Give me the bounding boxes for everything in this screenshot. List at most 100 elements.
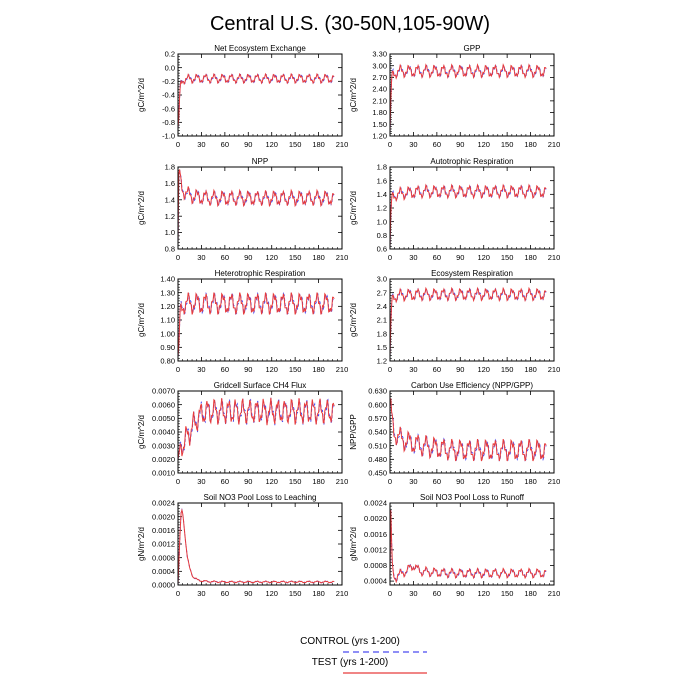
x-tick-label: 150 <box>289 589 302 598</box>
y-tick-label: 1.2 <box>165 212 175 221</box>
y-tick-label: 1.40 <box>160 275 175 284</box>
panel-title: GPP <box>464 44 481 53</box>
y-tick-label: -0.8 <box>162 118 175 127</box>
series-group <box>390 183 547 248</box>
y-tick-label: 0.8 <box>377 231 387 240</box>
series-group <box>178 291 335 357</box>
y-tick-label: 0.6 <box>377 245 387 254</box>
panel-5: Heterotrophic Respiration gC/m^2/d 0 30 60 90… <box>137 269 348 374</box>
x-tick-label: 150 <box>501 589 514 598</box>
x-tick-label: 0 <box>388 589 392 598</box>
x-tick-label: 120 <box>477 253 490 262</box>
y-tick-label: 0.8 <box>165 245 175 254</box>
y-tick-label: 1.50 <box>372 120 387 129</box>
x-tick-label: 180 <box>524 365 537 374</box>
y-axis-label: gN/m^2/d <box>349 527 358 561</box>
panel-title: Gridcell Surface CH4 Flux <box>214 381 306 390</box>
x-tick-label: 60 <box>433 253 441 262</box>
y-axis-label: gC/m^2/d <box>137 415 146 449</box>
x-tick-label: 0 <box>176 140 180 149</box>
x-tick-label: 90 <box>456 477 464 486</box>
panel-title: Soil NO3 Pool Loss to Leaching <box>204 493 317 502</box>
y-axis-label: gN/m^2/d <box>137 527 146 561</box>
y-tick-label: 0.0008 <box>152 553 175 562</box>
x-tick-label: 180 <box>312 253 325 262</box>
x-tick-label: 150 <box>501 253 514 262</box>
y-tick-label: 0.0008 <box>364 561 387 570</box>
x-tick-label: 30 <box>409 477 417 486</box>
plot-frame <box>389 502 555 586</box>
y-tick-label: 0.0040 <box>152 428 175 437</box>
y-tick-label: -1.0 <box>162 132 175 141</box>
legend-test-line <box>343 672 427 674</box>
plot-frame <box>177 390 343 474</box>
y-tick-label: 1.5 <box>377 343 387 352</box>
x-tick-label: 0 <box>176 589 180 598</box>
series-test-line <box>178 169 335 245</box>
y-tick-label: 0.0024 <box>364 499 387 508</box>
x-tick-label: 60 <box>433 140 441 149</box>
panel-8: Carbon Use Efficiency (NPP/GPP) NPP/GPP 0 3… <box>349 381 560 486</box>
figure-title: Central U.S. (30-50N,105-90W) <box>210 13 490 35</box>
x-tick-label: 150 <box>501 140 514 149</box>
y-tick-label: 0.0024 <box>152 499 175 508</box>
x-tick-label: 120 <box>265 477 278 486</box>
y-tick-label: 2.70 <box>372 73 387 82</box>
y-tick-label: 0.630 <box>368 387 387 396</box>
x-tick-label: 120 <box>477 365 490 374</box>
y-tick-label: 2.40 <box>372 85 387 94</box>
x-tick-label: 210 <box>336 477 349 486</box>
y-tick-label: 0.0070 <box>152 387 175 396</box>
y-tick-label: 0.0004 <box>364 577 387 586</box>
y-tick-label: 1.2 <box>377 357 387 366</box>
y-tick-label: 1.80 <box>372 108 387 117</box>
y-tick-label: 0.0000 <box>152 581 175 590</box>
series-control-line <box>390 64 547 133</box>
x-tick-label: 120 <box>477 477 490 486</box>
x-tick-label: 210 <box>336 365 349 374</box>
x-tick-label: 60 <box>221 365 229 374</box>
y-tick-label: 2.7 <box>377 288 387 297</box>
y-tick-label: 1.0 <box>377 217 387 226</box>
series-test-line <box>390 286 547 357</box>
y-tick-label: 1.4 <box>165 195 175 204</box>
y-tick-label: -0.2 <box>162 77 175 86</box>
x-tick-label: 120 <box>477 589 490 598</box>
y-tick-label: 0.0010 <box>152 469 175 478</box>
y-tick-label: 2.4 <box>377 302 387 311</box>
legend-test-label: TEST (yrs 1-200) <box>311 657 389 668</box>
series-test-line <box>390 398 547 462</box>
series-control-line <box>390 287 547 357</box>
y-tick-label: 0.0012 <box>152 540 175 549</box>
y-tick-label: 0.0012 <box>364 545 387 554</box>
y-tick-label: 0.0060 <box>152 400 175 409</box>
y-tick-label: 0.0004 <box>152 567 175 576</box>
y-axis-label: gC/m^2/d <box>137 191 146 225</box>
series-group <box>178 169 335 245</box>
x-tick-label: 90 <box>244 365 252 374</box>
panel-2: GPP gC/m^2/d 0 30 60 90 120 150 180 210 1.20 1.50 1.… <box>349 44 560 149</box>
x-tick-label: 0 <box>388 477 392 486</box>
plot-frame <box>389 390 555 474</box>
x-tick-label: 60 <box>221 589 229 598</box>
y-axis-label: gC/m^2/d <box>137 78 146 112</box>
x-tick-label: 30 <box>409 140 417 149</box>
x-tick-label: 60 <box>433 477 441 486</box>
x-tick-label: 120 <box>477 140 490 149</box>
y-tick-label: 0.540 <box>368 428 387 437</box>
series-control-line <box>178 291 335 357</box>
y-tick-label: 1.10 <box>160 316 175 325</box>
series-test-line <box>178 508 335 585</box>
plot-frame <box>389 53 555 137</box>
y-tick-label: 1.00 <box>160 329 175 338</box>
y-tick-label: 0.0050 <box>152 414 175 423</box>
x-tick-label: 0 <box>388 253 392 262</box>
x-tick-label: 90 <box>244 589 252 598</box>
x-tick-label: 150 <box>289 477 302 486</box>
x-tick-label: 30 <box>197 589 205 598</box>
x-tick-label: 210 <box>548 365 561 374</box>
series-test-line <box>178 72 335 128</box>
x-tick-label: 30 <box>409 253 417 262</box>
y-tick-label: 0.0020 <box>152 455 175 464</box>
y-tick-label: 1.20 <box>160 302 175 311</box>
